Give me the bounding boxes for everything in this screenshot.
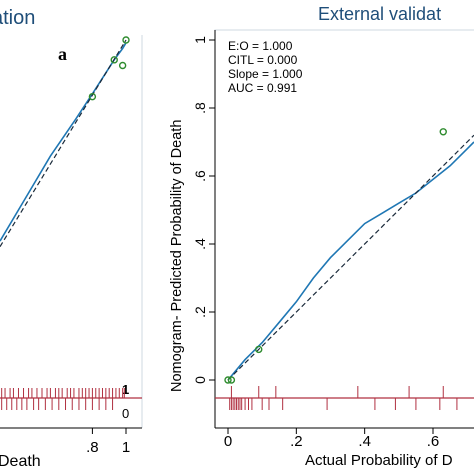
right-x-tick-label-2: .4: [358, 433, 371, 450]
left-reference-line: [0, 39, 127, 248]
left-rug-label-nonevents: 0: [122, 406, 129, 421]
right-observed-point-1: [227, 376, 236, 384]
right-y-tick-label-1: .2: [192, 306, 208, 318]
right-observed-point-2: [255, 345, 263, 354]
left-observed-point-1: [110, 56, 118, 64]
stat-auc: AUC = 0.991: [228, 81, 297, 95]
stat-citl: CITL = 0.000: [228, 53, 298, 67]
right-x-tick-label-1: .2: [290, 433, 303, 450]
right-y-label: Nomogram- Predicted Probability of Death: [169, 120, 185, 392]
right-x-tick-label-3: .6: [427, 433, 440, 450]
right-x-tick-label-0: 0: [224, 433, 232, 450]
right-observed-point-3: [439, 128, 447, 136]
left-observed-point-0: [88, 92, 97, 101]
right-y-tick-label-3: .6: [192, 170, 208, 182]
right-y-tick-label-4: .8: [192, 102, 208, 114]
right-x-label: Actual Probability of D: [305, 452, 453, 469]
panel-left: ation a 1 0 Death .8 1: [0, 7, 143, 470]
right-y-tick-label-2: .4: [192, 238, 208, 250]
right-fitted-line: [227, 141, 474, 381]
left-observed-point-2: [118, 61, 127, 70]
left-title: ation: [0, 7, 35, 29]
stats-box: E:O = 1.000 CITL = 0.000 Slope = 1.000 A…: [228, 39, 303, 95]
stat-slope: Slope = 1.000: [228, 67, 303, 81]
right-reference-line: [227, 134, 474, 381]
left-panel-label: a: [58, 44, 67, 64]
right-title: External validat: [318, 4, 441, 24]
stat-eo: E:O = 1.000: [228, 39, 293, 53]
left-observed-point-3: [122, 36, 130, 44]
right-observed-point-0: [224, 376, 232, 384]
left-x-tick-label-0: .8: [86, 439, 99, 456]
left-x-label: Death: [0, 453, 41, 470]
left-rug-label-events: 1: [122, 382, 129, 397]
right-y-tick-label-5: 1: [192, 36, 208, 44]
left-x-tick-label-1: 1: [122, 439, 130, 456]
panel-right: External validat Nomogram- Predicted Pro…: [169, 4, 474, 469]
right-y-tick-label-0: 0: [192, 376, 208, 384]
left-fitted-line: [0, 42, 127, 242]
